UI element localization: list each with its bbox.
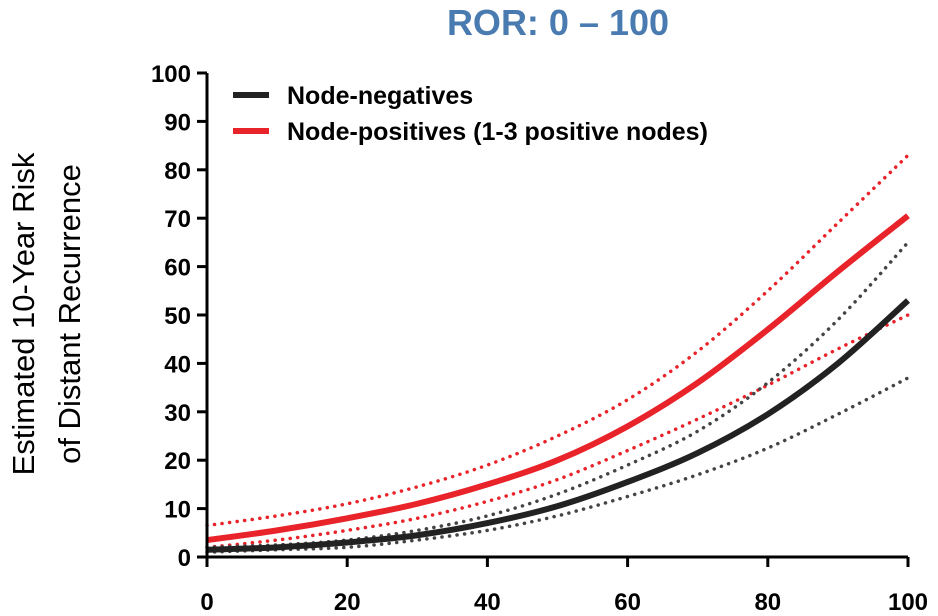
y-tick-label: 50 (164, 303, 191, 330)
x-tick-label: 80 (754, 589, 781, 616)
y-axis-label-line-1: Estimated 10-Year Risk (6, 152, 41, 475)
confidence-band-line-3 (205, 313, 910, 550)
y-tick-label: 20 (164, 448, 191, 475)
x-tick-label: 0 (200, 589, 213, 616)
y-tick-label: 0 (178, 545, 191, 572)
confidence-band-line-4 (205, 240, 910, 550)
x-tick-label: 60 (614, 589, 641, 616)
plot-area (205, 153, 911, 554)
series-line-0 (206, 298, 911, 553)
legend-label-1: Node-positives (1-3 positive nodes) (287, 118, 708, 146)
y-tick-label: 80 (164, 158, 191, 185)
y-axis-label-line-2: of Distant Recurrence (52, 164, 87, 464)
axes: 0 10 20 30 40 50 60 70 80 90 100 0 20 40 60 80 100 (151, 61, 928, 616)
y-tick-label: 70 (164, 206, 191, 233)
y-tick-label: 60 (164, 255, 191, 282)
legend: Node-negatives Node-positives (1-3 positi… (233, 82, 708, 146)
series-line-1 (206, 213, 910, 544)
y-tick-label: 10 (164, 497, 191, 524)
chart-title: ROR: 0 – 100 (447, 2, 669, 43)
legend-label-0: Node-negatives (287, 82, 473, 110)
x-tick-label: 40 (474, 589, 501, 616)
confidence-band-line-2 (205, 153, 910, 528)
x-tick-label: 20 (334, 589, 361, 616)
y-tick-label: 100 (151, 61, 191, 88)
y-tick-label: 90 (164, 109, 191, 136)
y-axis-label: Estimated 10-Year Risk of Distant Recurr… (6, 152, 87, 475)
x-tick-label: 100 (888, 589, 928, 616)
y-tick-label: 30 (164, 400, 191, 427)
y-tick-label: 40 (164, 351, 191, 378)
